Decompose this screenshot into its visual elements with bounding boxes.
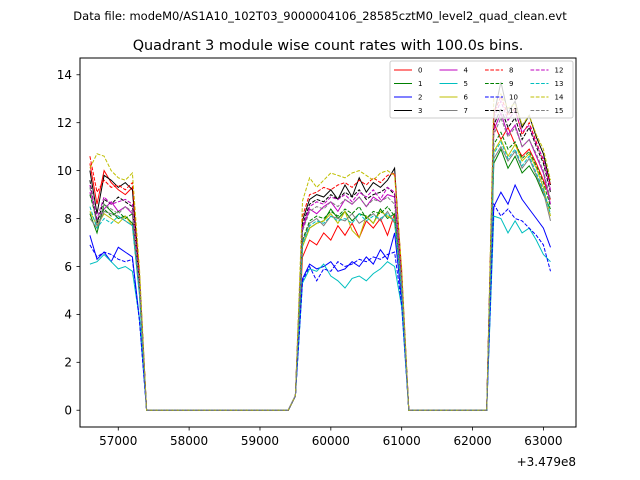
y-tick-label: 6 — [64, 260, 72, 274]
legend-label-10: 10 — [509, 94, 518, 102]
legend-label-0: 0 — [418, 67, 422, 75]
legend-label-4: 4 — [464, 67, 469, 75]
x-tick-label: 61000 — [383, 434, 421, 448]
legend-label-6: 6 — [464, 94, 469, 102]
legend-frame — [389, 60, 574, 119]
y-tick-label: 8 — [64, 212, 72, 226]
chart-title: Quadrant 3 module wise count rates with … — [133, 38, 524, 54]
y-tick-label: 4 — [64, 308, 72, 322]
suptitle: Data file: modeM0/AS1A10_102T03_90000041… — [73, 9, 567, 23]
x-tick-label: 62000 — [453, 434, 491, 448]
x-tick-label: 57000 — [99, 434, 137, 448]
legend-label-9: 9 — [509, 80, 513, 88]
legend-label-5: 5 — [464, 80, 468, 88]
legend-label-15: 15 — [555, 107, 564, 115]
series-line-15 — [89, 116, 551, 411]
x-axis-offset-label: +3.479e8 — [517, 455, 576, 469]
legend-label-11: 11 — [509, 107, 518, 115]
y-axis: 0 2 4 6 8 10 12 14 — [57, 68, 80, 418]
x-tick-label: 60000 — [312, 434, 350, 448]
y-tick-label: 12 — [57, 116, 72, 130]
legend-label-12: 12 — [555, 67, 564, 75]
y-tick-label: 2 — [64, 356, 72, 370]
legend-label-14: 14 — [555, 94, 564, 102]
axes-frame — [79, 57, 577, 428]
legend-label-8: 8 — [509, 67, 513, 75]
legend-label-7: 7 — [464, 107, 468, 115]
x-axis: 57000 58000 59000 60000 61000 62000 63000 — [99, 427, 562, 448]
plot-area — [79, 57, 577, 428]
legend-label-13: 13 — [555, 80, 564, 88]
legend-label-2: 2 — [418, 94, 422, 102]
x-tick-label: 58000 — [170, 434, 208, 448]
y-tick-label: 14 — [57, 68, 72, 82]
series-line-9 — [89, 131, 551, 411]
y-tick-label: 10 — [57, 164, 72, 178]
legend-label-1: 1 — [418, 80, 422, 88]
x-tick-label: 63000 — [524, 434, 562, 448]
series-layer — [89, 81, 551, 411]
legend-label-3: 3 — [418, 107, 422, 115]
y-tick-label: 0 — [64, 404, 72, 418]
x-tick-label: 59000 — [241, 434, 279, 448]
